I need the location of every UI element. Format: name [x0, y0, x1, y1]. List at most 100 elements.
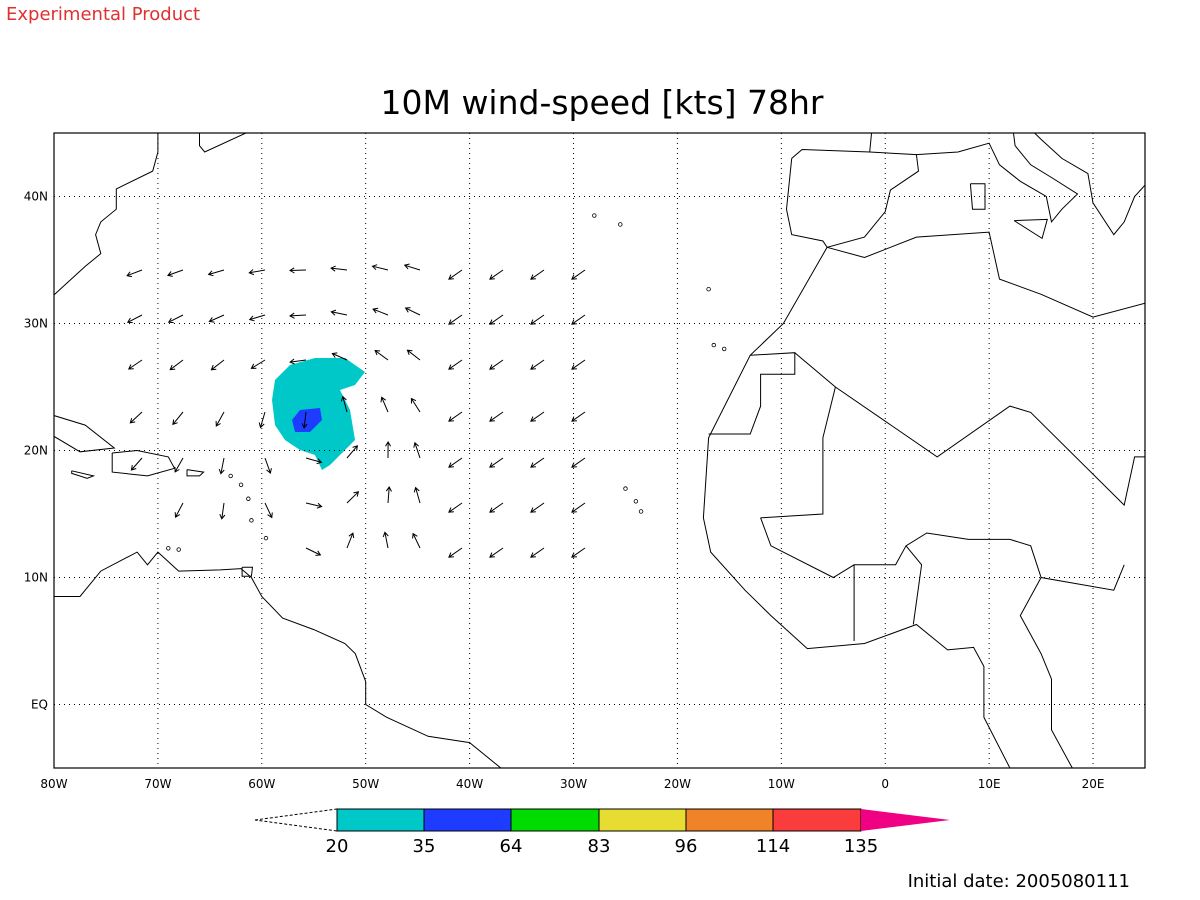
island	[633, 499, 639, 504]
colorbar-label: 114	[756, 836, 790, 857]
island	[706, 287, 711, 292]
wind-arrow	[571, 411, 586, 422]
colorbar-high-triangle	[861, 809, 950, 831]
coastline	[785, 148, 920, 248]
experimental-label: Experimental Product	[6, 4, 200, 25]
wind-arrow	[530, 502, 545, 513]
wind-arrow	[530, 547, 545, 558]
wind-arrow	[372, 307, 389, 316]
coastline	[702, 247, 1011, 768]
island	[249, 518, 254, 523]
colorbar-box	[598, 808, 687, 832]
wind-arrow	[207, 269, 225, 277]
wind-arrow	[218, 457, 225, 475]
wind-arrow	[174, 457, 184, 473]
colorbar-box	[336, 808, 425, 832]
wind-arrow	[289, 358, 307, 365]
wind-arrow	[127, 359, 143, 370]
colorbar-label: 96	[675, 836, 698, 857]
colorbar-low-triangle	[254, 808, 338, 832]
island	[623, 486, 628, 491]
wind-arrow	[129, 411, 143, 424]
colorbar-label: 64	[500, 836, 523, 857]
island	[711, 342, 716, 348]
coastline	[869, 133, 873, 153]
island	[246, 496, 251, 501]
wind-arrow	[374, 349, 389, 361]
x-tick-label: 50W	[352, 777, 379, 791]
x-tick-label: 30W	[560, 777, 587, 791]
wind-arrow	[530, 411, 545, 422]
wind-arrow	[167, 314, 184, 324]
y-tick-label: 10N	[24, 571, 48, 585]
coastline	[708, 352, 796, 435]
island	[721, 346, 727, 352]
coastline	[186, 469, 205, 477]
wind-arrow	[208, 314, 225, 323]
y-tick-label: 30N	[24, 317, 48, 331]
x-tick-label: 40W	[456, 777, 483, 791]
wind-arrow	[448, 411, 463, 422]
wind-arrow	[489, 502, 504, 513]
wind-arrow	[413, 486, 421, 504]
wind-arrow	[382, 531, 389, 549]
wind-arrow	[489, 269, 504, 280]
map	[54, 133, 1145, 768]
wind-arrow	[571, 457, 586, 468]
coastline	[54, 415, 116, 453]
wind-arrow	[305, 457, 323, 465]
y-tick-label: EQ	[31, 698, 48, 712]
wind-arrow	[406, 349, 421, 361]
wind-arrow	[340, 395, 348, 413]
x-tick-label: 60W	[248, 777, 275, 791]
coastline	[54, 133, 159, 296]
wind-arrow	[448, 269, 463, 280]
x-tick-label: 20E	[1082, 777, 1105, 791]
wind-arrow	[371, 264, 389, 271]
wind-arrow	[174, 502, 184, 518]
coastline	[111, 449, 176, 477]
map-frame	[53, 132, 1146, 769]
x-tick-label: 0	[881, 777, 889, 791]
colorbar-label: 35	[413, 836, 436, 857]
wind-arrow	[413, 441, 421, 459]
wind-arrow	[301, 411, 308, 429]
wind-arrow	[126, 314, 143, 324]
wind-arrow	[166, 269, 184, 277]
colorbar-box	[510, 808, 600, 832]
wind-arrow	[404, 307, 421, 316]
wind-arrow	[571, 359, 586, 370]
coastline	[916, 133, 1145, 236]
coastline	[1019, 577, 1073, 768]
wind-arrow	[250, 359, 266, 369]
coastline	[969, 183, 986, 210]
wind-arrow	[289, 267, 307, 274]
x-tick-label: 20W	[664, 777, 691, 791]
wind-arrow	[219, 502, 226, 520]
colorbar-label: 135	[844, 836, 878, 857]
wind-arrow	[172, 411, 184, 426]
wind-arrow	[530, 269, 545, 280]
coastline	[241, 566, 254, 577]
wind-arrow	[215, 411, 225, 427]
coastline	[760, 517, 1125, 591]
coastline	[760, 386, 836, 519]
island	[592, 213, 597, 218]
x-tick-label: 80W	[40, 777, 67, 791]
island	[238, 482, 244, 487]
wind-arrow	[346, 445, 359, 459]
wind-arrow	[305, 547, 322, 556]
colorbar-label: 20	[326, 836, 349, 857]
wind-arrow	[385, 441, 392, 459]
x-tick-label: 70W	[144, 777, 171, 791]
wind-arrow	[130, 457, 143, 471]
wind-arrow	[169, 359, 184, 371]
wind-arrow	[489, 359, 504, 370]
wind-arrow	[412, 532, 421, 549]
wind-arrow	[448, 502, 463, 513]
wind-arrow	[571, 547, 586, 558]
wind-arrow	[571, 314, 586, 325]
x-tick-label: 10W	[768, 777, 795, 791]
